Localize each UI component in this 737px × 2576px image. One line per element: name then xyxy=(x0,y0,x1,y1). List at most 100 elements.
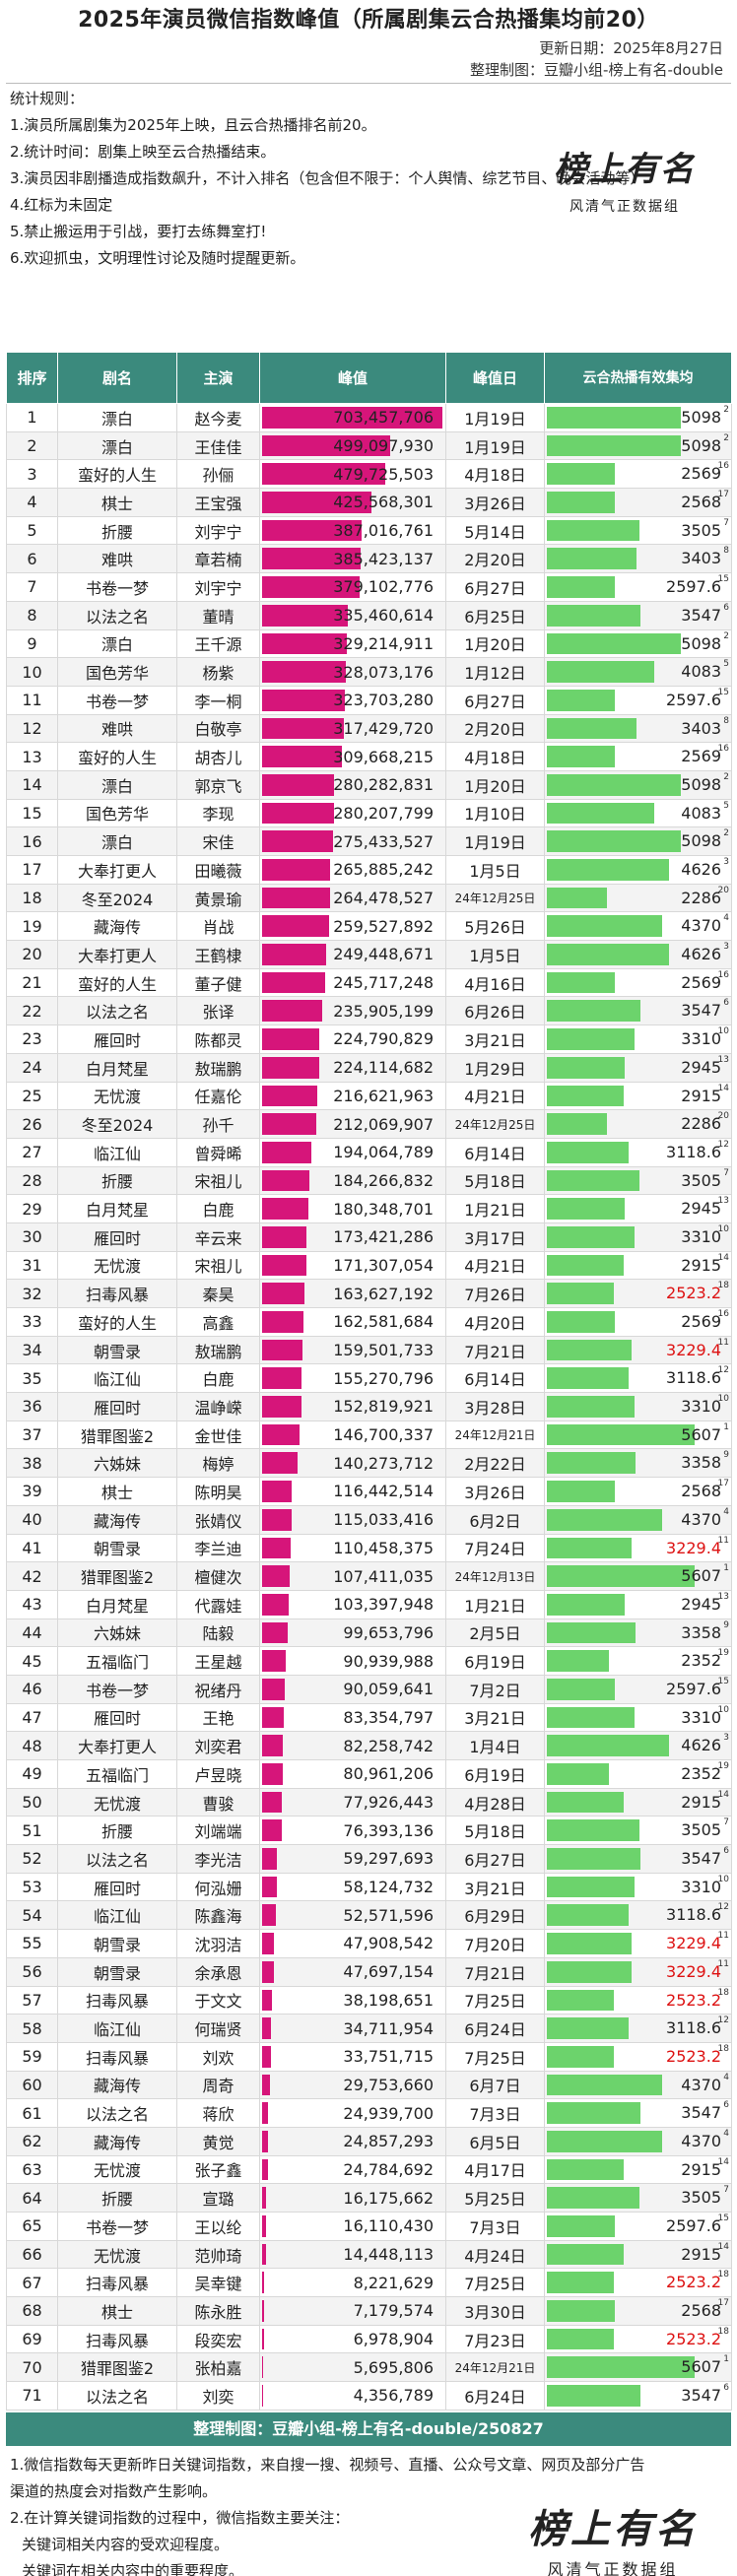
peak-date-cell: 6月7日 xyxy=(445,2070,545,2100)
peak-bar xyxy=(262,576,360,598)
rank-cell: 56 xyxy=(6,1956,58,1987)
actor-cell: 任嘉伦 xyxy=(176,1081,260,1111)
actor-cell: 余承恩 xyxy=(176,1956,260,1987)
logo-sub: 风清气正数据组 xyxy=(547,2559,679,2576)
yunhe-rank: 10 xyxy=(717,1704,729,1715)
yunhe-bar xyxy=(547,576,616,598)
drama-cell: 折腰 xyxy=(57,1165,177,1196)
yunhe-value: 5607 xyxy=(681,2357,721,2377)
yunhe-value: 4370 xyxy=(681,2131,721,2150)
drama-cell: 无忧渡 xyxy=(57,2239,177,2270)
drama-cell: 漂白 xyxy=(57,403,177,432)
peak-bar xyxy=(262,1396,302,1418)
peak-cell: 34,711,954 xyxy=(259,2014,446,2043)
yunhe-bar xyxy=(547,859,669,881)
table-row: 49 五福临门 卢昱晓 80,961,206 6月19日 2352 19 xyxy=(6,1759,732,1789)
actor-cell: 温峥嵘 xyxy=(176,1392,260,1421)
actor-cell: 董晴 xyxy=(176,600,260,630)
table-row: 32 扫毒风暴 秦昊 163,627,192 7月26日 2523.2 18 xyxy=(6,1279,732,1308)
yunhe-bar xyxy=(547,1735,669,1756)
peak-date-cell: 7月2日 xyxy=(445,1674,545,1704)
peak-date-cell: 6月14日 xyxy=(445,1363,545,1394)
actor-cell: 代露娃 xyxy=(176,1589,260,1619)
drama-cell: 蛮好的人生 xyxy=(57,459,177,490)
actor-cell: 秦昊 xyxy=(176,1279,260,1308)
yunhe-value: 2945 xyxy=(681,1057,721,1077)
actor-cell: 杨紫 xyxy=(176,657,260,687)
peak-bar xyxy=(262,746,342,767)
yunhe-value: 2597.6 xyxy=(666,1679,721,1698)
yunhe-cell: 3505 7 xyxy=(544,515,732,546)
drama-cell: 雁回时 xyxy=(57,1702,177,1733)
drama-cell: 国色芳华 xyxy=(57,657,177,687)
actor-cell: 于文文 xyxy=(176,1985,260,2015)
rank-cell: 28 xyxy=(6,1165,58,1196)
peak-bar xyxy=(262,1508,292,1531)
yunhe-cell: 5607 1 xyxy=(544,1561,732,1591)
table-row: 5 折腰 刘宇宁 387,016,761 5月14日 3505 7 xyxy=(6,515,732,546)
rank-cell: 12 xyxy=(6,713,58,744)
yunhe-rank: 2 xyxy=(723,432,729,443)
peak-bar xyxy=(262,2045,271,2068)
yunhe-value: 3547 xyxy=(681,1001,721,1021)
peak-value: 249,448,671 xyxy=(333,945,434,964)
yunhe-rank: 16 xyxy=(717,744,729,755)
yunhe-bar xyxy=(547,1593,625,1616)
yunhe-cell: 3310 10 xyxy=(544,1872,732,1902)
rank-cell: 32 xyxy=(6,1279,58,1308)
yunhe-cell: 2286 20 xyxy=(544,1109,732,1139)
table-row: 39 棋士 陈明昊 116,442,514 3月26日 2568 17 xyxy=(6,1477,732,1506)
drama-cell: 白月梵星 xyxy=(57,1194,177,1223)
drama-cell: 临江仙 xyxy=(57,1900,177,1931)
yunhe-bar xyxy=(547,2017,630,2039)
peak-bar xyxy=(262,1678,286,1700)
peak-date-cell: 7月25日 xyxy=(445,1985,545,2015)
peak-cell: 235,905,199 xyxy=(259,996,446,1026)
brand-logo: 榜上有名 风清气正数据组 xyxy=(536,145,713,221)
note-line: 关键词在相关内容中的重要程度。 xyxy=(22,2561,244,2576)
peak-bar xyxy=(262,1763,284,1785)
actor-cell: 白敬亭 xyxy=(176,713,260,744)
rank-cell: 13 xyxy=(6,742,58,771)
rule-item: 4.红标为未固定 xyxy=(10,196,113,214)
update-date: 更新日期：2025年8月27日 xyxy=(539,39,723,57)
rank-cell: 48 xyxy=(6,1731,58,1760)
yunhe-rank: 12 xyxy=(717,1139,729,1150)
rank-cell: 11 xyxy=(6,685,58,715)
peak-value: 110,458,375 xyxy=(333,1538,434,1557)
peak-bar xyxy=(262,915,329,938)
yunhe-cell: 2915 14 xyxy=(544,2239,732,2270)
table-row: 56 朝雪录 余承恩 47,697,154 7月21日 3229.4 11 xyxy=(6,1956,732,1987)
actor-cell: 卢昱晓 xyxy=(176,1759,260,1789)
peak-bar xyxy=(262,773,334,796)
table-row: 31 无忧渡 宋祖儿 171,307,054 4月21日 2915 14 xyxy=(6,1250,732,1281)
drama-cell: 书卷一梦 xyxy=(57,1674,177,1704)
yunhe-bar xyxy=(547,830,682,852)
col-actor: 主演 xyxy=(176,352,260,404)
rank-cell: 3 xyxy=(6,459,58,490)
peak-date-cell: 3月17日 xyxy=(445,1222,545,1252)
peak-bar xyxy=(262,2187,267,2209)
actor-cell: 刘奕君 xyxy=(176,1731,260,1760)
drama-cell: 蛮好的人生 xyxy=(57,1307,177,1337)
actor-cell: 宋佳 xyxy=(176,826,260,856)
actor-cell: 王艳 xyxy=(176,1702,260,1733)
yunhe-cell: 2523.2 18 xyxy=(544,2041,732,2072)
yunhe-cell: 3358 9 xyxy=(544,1618,732,1648)
yunhe-cell: 3229.4 11 xyxy=(544,1533,732,1563)
table-row: 46 书卷一梦 祝绪丹 90,059,641 7月2日 2597.6 15 xyxy=(6,1674,732,1704)
peak-date-cell: 7月25日 xyxy=(445,2041,545,2072)
peak-value: 479,725,503 xyxy=(333,464,434,484)
drama-cell: 藏海传 xyxy=(57,911,177,942)
rank-cell: 64 xyxy=(6,2183,58,2213)
peak-date-cell: 7月26日 xyxy=(445,1279,545,1308)
rank-cell: 34 xyxy=(6,1335,58,1365)
yunhe-cell: 3547 6 xyxy=(544,2098,732,2128)
rank-cell: 62 xyxy=(6,2126,58,2156)
peak-bar xyxy=(262,2074,270,2096)
yunhe-cell: 2523.2 18 xyxy=(544,1985,732,2015)
peak-cell: 90,939,988 xyxy=(259,1646,446,1676)
actor-cell: 段奕宏 xyxy=(176,2324,260,2354)
drama-cell: 蛮好的人生 xyxy=(57,742,177,771)
drama-cell: 棋士 xyxy=(57,1477,177,1506)
